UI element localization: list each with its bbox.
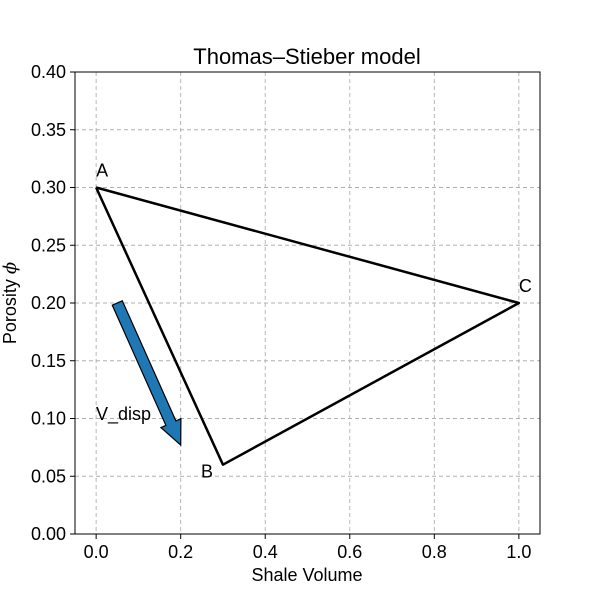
y-tick-label: 0.05 xyxy=(31,466,66,486)
x-tick-label: 0.8 xyxy=(422,542,447,562)
y-tick-label: 0.40 xyxy=(31,62,66,82)
v-disp-label: V_disp xyxy=(96,404,151,425)
y-axis-label-text: Porosity xyxy=(0,274,20,344)
point-label-c: C xyxy=(519,276,532,296)
point-label-a: A xyxy=(96,161,108,181)
y-ticks: 0.00 0.05 0.10 0.15 0.20 0.25 0.30 0.35 0.40 xyxy=(31,62,75,544)
point-label-b: B xyxy=(201,462,213,482)
x-tick-label: 1.0 xyxy=(506,542,531,562)
x-axis-label: Shale Volume xyxy=(251,565,362,585)
x-tick-label: 0.2 xyxy=(168,542,193,562)
x-tick-label: 0.4 xyxy=(253,542,278,562)
marks: A B C V_disp xyxy=(94,161,532,482)
y-tick-label: 0.00 xyxy=(31,524,66,544)
y-tick-label: 0.20 xyxy=(31,293,66,313)
grid xyxy=(75,71,540,535)
y-tick-label: 0.10 xyxy=(31,409,66,429)
y-tick-label: 0.30 xyxy=(31,178,66,198)
x-ticks: 0.0 0.2 0.4 0.6 0.8 1.0 xyxy=(84,534,531,562)
v-disp-arrow xyxy=(111,300,182,447)
triangle-line xyxy=(94,186,521,466)
x-tick-label: 0.0 xyxy=(84,542,109,562)
y-axis-label-symbol: ϕ xyxy=(0,262,21,274)
x-tick-label: 0.6 xyxy=(337,542,362,562)
chart-title: Thomas–Stieber model xyxy=(193,44,420,69)
y-tick-label: 0.25 xyxy=(31,235,66,255)
y-axis-label: Porosity ϕ xyxy=(0,262,21,344)
y-tick-label: 0.35 xyxy=(31,120,66,140)
y-tick-label: 0.15 xyxy=(31,351,66,371)
